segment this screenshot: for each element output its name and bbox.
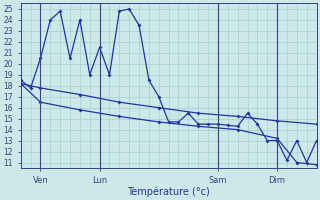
X-axis label: Température (°c): Température (°c) [127,186,210,197]
